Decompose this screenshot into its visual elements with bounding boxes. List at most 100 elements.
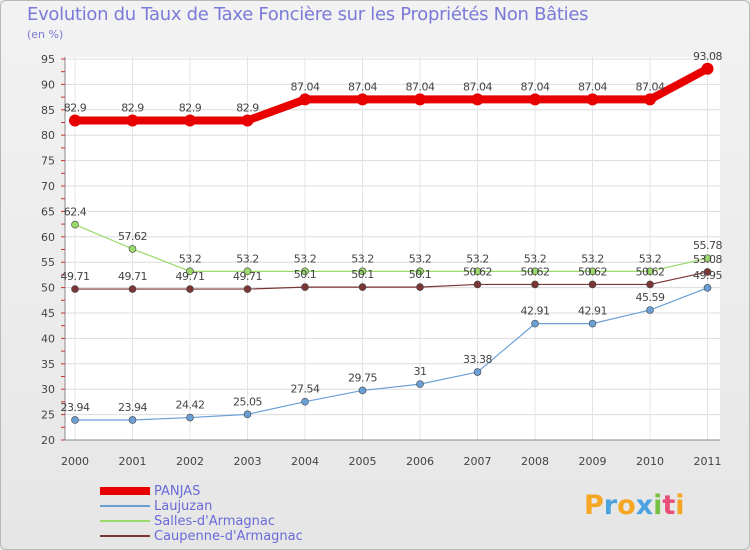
data-label: 27.54 — [291, 383, 320, 396]
data-label: 50.62 — [636, 265, 665, 278]
data-point — [588, 267, 597, 276]
data-label: 50.1 — [294, 268, 317, 281]
logo-letter: r — [603, 490, 618, 521]
data-point — [473, 267, 482, 276]
data-point — [416, 267, 424, 276]
data-label: 29.75 — [348, 371, 377, 384]
data-label: 49.71 — [233, 270, 262, 283]
grid — [65, 57, 720, 441]
data-label: 82.9 — [179, 101, 202, 114]
x-tick-label: 2009 — [579, 455, 607, 468]
data-point — [186, 413, 194, 422]
legend-label: Laujuzan — [154, 499, 213, 514]
data-point — [71, 220, 79, 229]
data-point — [416, 283, 424, 291]
data-point — [703, 268, 712, 276]
line-chart: 20 25 30 35 40 45 50 55 60 65 70 75 80 85 90 95 2000 2001… — [41, 50, 723, 468]
data-label: 31 — [414, 365, 427, 378]
data-label: 53.2 — [409, 252, 432, 265]
data-point — [356, 93, 369, 106]
data-label: 50.1 — [409, 268, 432, 281]
data-point — [243, 285, 252, 293]
data-point — [126, 114, 139, 127]
data-label: 57.62 — [118, 230, 147, 243]
y-unit-label: (en %) — [27, 28, 64, 41]
data-label: 45.59 — [636, 291, 665, 304]
legend-swatch — [100, 535, 150, 537]
data-label: 87.04 — [578, 80, 607, 93]
data-label: 87.04 — [348, 80, 377, 93]
chart-title: Evolution du Taux de Taxe Foncière sur l… — [27, 4, 589, 25]
y-tick-label: 35 — [41, 358, 55, 371]
data-label: 82.9 — [121, 101, 144, 114]
data-point — [186, 285, 194, 293]
data-point — [299, 93, 311, 106]
data-label: 53.08 — [693, 253, 722, 266]
data-label: 55.78 — [693, 239, 722, 252]
plot-area — [65, 57, 720, 440]
x-tick-label: 2000 — [61, 455, 89, 468]
data-label: 82.9 — [64, 101, 87, 114]
y-tick-label: 50 — [41, 282, 55, 295]
y-tick-label: 95 — [41, 53, 55, 66]
data-point — [701, 62, 714, 75]
data-label: 87.04 — [406, 80, 435, 93]
data-label: 53.2 — [294, 252, 317, 265]
x-tick-label: 2006 — [406, 455, 434, 468]
data-point — [646, 280, 654, 289]
y-tick-label: 30 — [41, 383, 55, 396]
data-label: 53.2 — [351, 252, 374, 265]
data-point — [128, 285, 137, 293]
logo-letter: i — [675, 490, 685, 521]
data-point — [128, 416, 137, 424]
data-point — [186, 267, 194, 276]
series-line-laujuzan — [74, 287, 709, 421]
data-point — [473, 280, 482, 289]
data-label: 87.04 — [463, 80, 492, 93]
data-label: 53.2 — [466, 252, 489, 265]
axes: 20 25 30 35 40 45 50 55 60 65 70 75 80 85 90 95 2000 2001… — [41, 53, 722, 468]
data-label: 82.9 — [236, 101, 259, 114]
data-label: 87.04 — [521, 80, 550, 93]
data-label: 53.2 — [236, 252, 259, 265]
data-point — [69, 114, 81, 127]
data-label: 50.62 — [521, 265, 550, 278]
data-label: 49.95 — [693, 269, 722, 282]
logo-letter: o — [617, 490, 636, 521]
data-point — [531, 267, 539, 276]
data-label: 53.2 — [179, 252, 202, 265]
logo-letter: x — [635, 490, 654, 521]
legend-label: Salles-d'Armagnac — [154, 514, 275, 529]
data-point — [644, 93, 656, 106]
y-tick-label: 70 — [41, 180, 55, 193]
legend-label: PANJAS — [154, 484, 201, 499]
data-label: 87.04 — [636, 80, 665, 93]
x-tick-label: 2004 — [291, 455, 319, 468]
x-tick-label: 2001 — [119, 455, 147, 468]
data-label: 23.94 — [61, 401, 90, 414]
data-label: 25.05 — [233, 395, 262, 408]
y-tick-label: 90 — [41, 78, 55, 91]
y-tick-label: 80 — [41, 129, 55, 142]
data-point — [703, 254, 712, 263]
y-tick-label: 45 — [41, 307, 55, 320]
data-point — [358, 283, 367, 291]
data-point — [241, 114, 254, 127]
series-line-panjas — [71, 64, 712, 125]
data-point — [646, 306, 654, 314]
proxiti-logo: Proxiti — [584, 490, 685, 521]
data-label: 50.62 — [578, 265, 607, 278]
data-point — [416, 380, 424, 388]
y-tick-label: 75 — [41, 155, 55, 168]
data-point — [301, 397, 309, 406]
data-label: 50.62 — [463, 265, 492, 278]
series-layer — [69, 62, 714, 424]
legend-swatch — [100, 520, 150, 522]
data-point — [358, 386, 367, 395]
data-point — [586, 93, 599, 106]
x-tick-label: 2011 — [694, 455, 722, 468]
data-label: 49.71 — [176, 270, 205, 283]
data-label: 24.42 — [176, 399, 205, 412]
data-point — [128, 245, 137, 253]
data-point — [243, 267, 252, 276]
